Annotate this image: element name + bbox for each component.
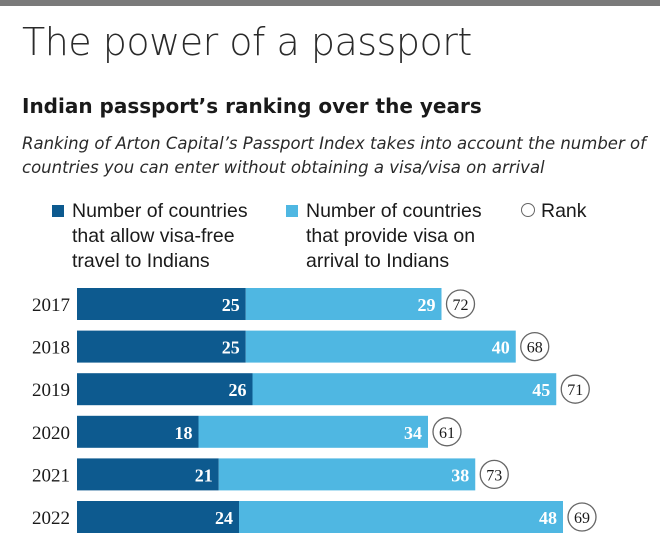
data-label-visa-on-arrival: 40 [492,338,510,358]
bar-visa-free [77,330,246,363]
bar-visa-free [77,501,239,533]
rank-label: 69 [574,510,590,527]
data-label-visa-on-arrival: 29 [418,295,436,315]
legend-label-visa-on-arrival: Number of countries that provide visa on… [306,200,482,272]
year-label: 2022 [32,508,70,529]
rank-label: 72 [453,297,469,314]
data-label-visa-on-arrival: 45 [532,380,550,400]
rank-label: 73 [486,467,502,484]
top-accent-bar [0,0,660,6]
bar-visa-on-arrival [245,330,516,363]
legend-label-visa-free: Number of countries that allow visa-free… [72,200,248,272]
bar-visa-free [77,288,246,320]
bar-visa-free [77,415,199,448]
rank-circle [445,289,476,319]
chart-description: Ranking of Arton Capital’s Passport Inde… [22,134,646,177]
bar-visa-on-arrival [218,458,476,491]
data-label-visa-on-arrival: 34 [404,423,422,443]
year-label: 2017 [32,295,70,316]
data-label-visa-free: 25 [222,295,240,315]
chart-subtitle: Indian passport’s ranking over the years [22,94,482,118]
data-label-visa-free: 24 [215,508,233,528]
bar-visa-on-arrival [198,415,428,448]
bar-visa-on-arrival [245,288,442,320]
data-label-visa-free: 26 [229,380,247,400]
rank-circle [432,417,462,447]
bar-visa-free [77,458,219,491]
chart-title: The power of a passport [22,20,472,64]
stacked-bar-chart: 2017 25 29 72 2018 25 40 68 2019 26 45 71 2020 18 34 61… [32,288,597,533]
legend-rank-circle-icon [521,203,535,217]
bar-visa-on-arrival [252,373,557,406]
rank-circle [567,502,597,532]
data-label-visa-free: 25 [222,338,240,358]
bar-visa-free [77,373,253,406]
rank-label: 68 [527,340,543,357]
legend-swatch-visa-free [52,205,64,217]
rank-circle [479,459,509,490]
data-label-visa-on-arrival: 38 [451,465,469,485]
rank-circle [560,374,590,404]
data-label-visa-free: 18 [175,423,193,443]
rank-label: 71 [567,382,583,399]
year-label: 2018 [32,338,70,359]
year-label: 2019 [32,380,70,401]
bar-visa-on-arrival [239,501,563,533]
rank-circle [520,331,550,362]
year-label: 2021 [32,465,70,486]
rank-label: 61 [439,425,455,442]
year-label: 2020 [32,423,70,444]
data-label-visa-on-arrival: 48 [539,508,557,528]
legend-label-rank: Rank [541,200,587,222]
legend-swatch-visa-on-arrival [286,205,298,217]
data-label-visa-free: 21 [195,465,213,485]
